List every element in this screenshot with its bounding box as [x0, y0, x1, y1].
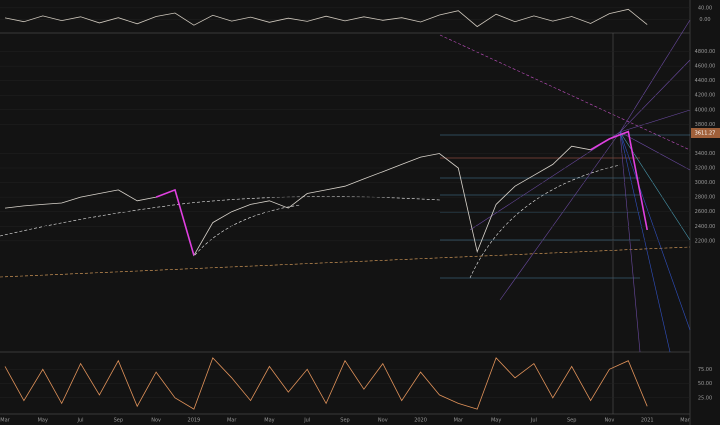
y-tick-label: 3200.00 — [695, 166, 716, 172]
y-tick-label: 3400.00 — [695, 151, 716, 157]
y-tick-label: 0.00 — [699, 17, 710, 23]
x-tick-label: May — [491, 418, 501, 424]
x-tick-label: Jul — [77, 418, 84, 424]
x-tick-label: Nov — [151, 418, 161, 424]
x-tick-label: Mar — [0, 418, 10, 424]
y-tick-label: 50.00 — [698, 381, 712, 387]
x-tick-label: Nov — [378, 418, 388, 424]
x-tick-label: Jul — [303, 418, 310, 424]
y-tick-label: 4600.00 — [695, 64, 716, 70]
x-tick-label: 2019 — [188, 418, 201, 424]
y-tick-label: 3000.00 — [695, 180, 716, 186]
series-line — [4, 131, 648, 257]
x-tick-label: Mar — [680, 418, 690, 424]
regression-curve — [0, 196, 441, 237]
regression-curve — [194, 204, 301, 256]
y-tick-label: 75.00 — [698, 367, 712, 373]
y-tick-label: 4800.00 — [695, 49, 716, 55]
series-line — [155, 130, 648, 256]
y-tick-label: 4200.00 — [695, 93, 716, 99]
trend-line — [0, 246, 691, 278]
price-tag: 3611.27 — [695, 131, 716, 137]
series-line — [4, 357, 648, 410]
x-tick-label: May — [264, 418, 274, 424]
y-tick-label: 3800.00 — [695, 122, 716, 128]
x-tick-label: May — [38, 418, 48, 424]
y-tick-label: 2600.00 — [695, 209, 716, 215]
x-tick-label: Jul — [530, 418, 537, 424]
trend-line — [439, 34, 691, 151]
y-tick-label: 2200.00 — [695, 238, 716, 244]
y-tick-label: 4400.00 — [695, 78, 716, 84]
x-tick-label: 2021 — [641, 418, 654, 424]
x-tick-label: 2020 — [414, 418, 427, 424]
x-tick-label: Mar — [454, 418, 464, 424]
y-tick-label: 2400.00 — [695, 224, 716, 230]
x-tick-label: Sep — [114, 418, 123, 424]
y-tick-label: 25.00 — [698, 395, 712, 401]
x-tick-label: Nov — [605, 418, 615, 424]
x-tick-label: Mar — [227, 418, 237, 424]
series-line — [4, 8, 648, 28]
x-tick-label: Sep — [340, 418, 349, 424]
fib-levels — [440, 134, 690, 279]
price-tag-box — [691, 128, 720, 138]
y-tick-label: 2800.00 — [695, 195, 716, 201]
y-tick-label: 4000.00 — [695, 107, 716, 113]
x-tick-label: Sep — [567, 418, 576, 424]
y-tick-label: 40.00 — [698, 5, 712, 11]
